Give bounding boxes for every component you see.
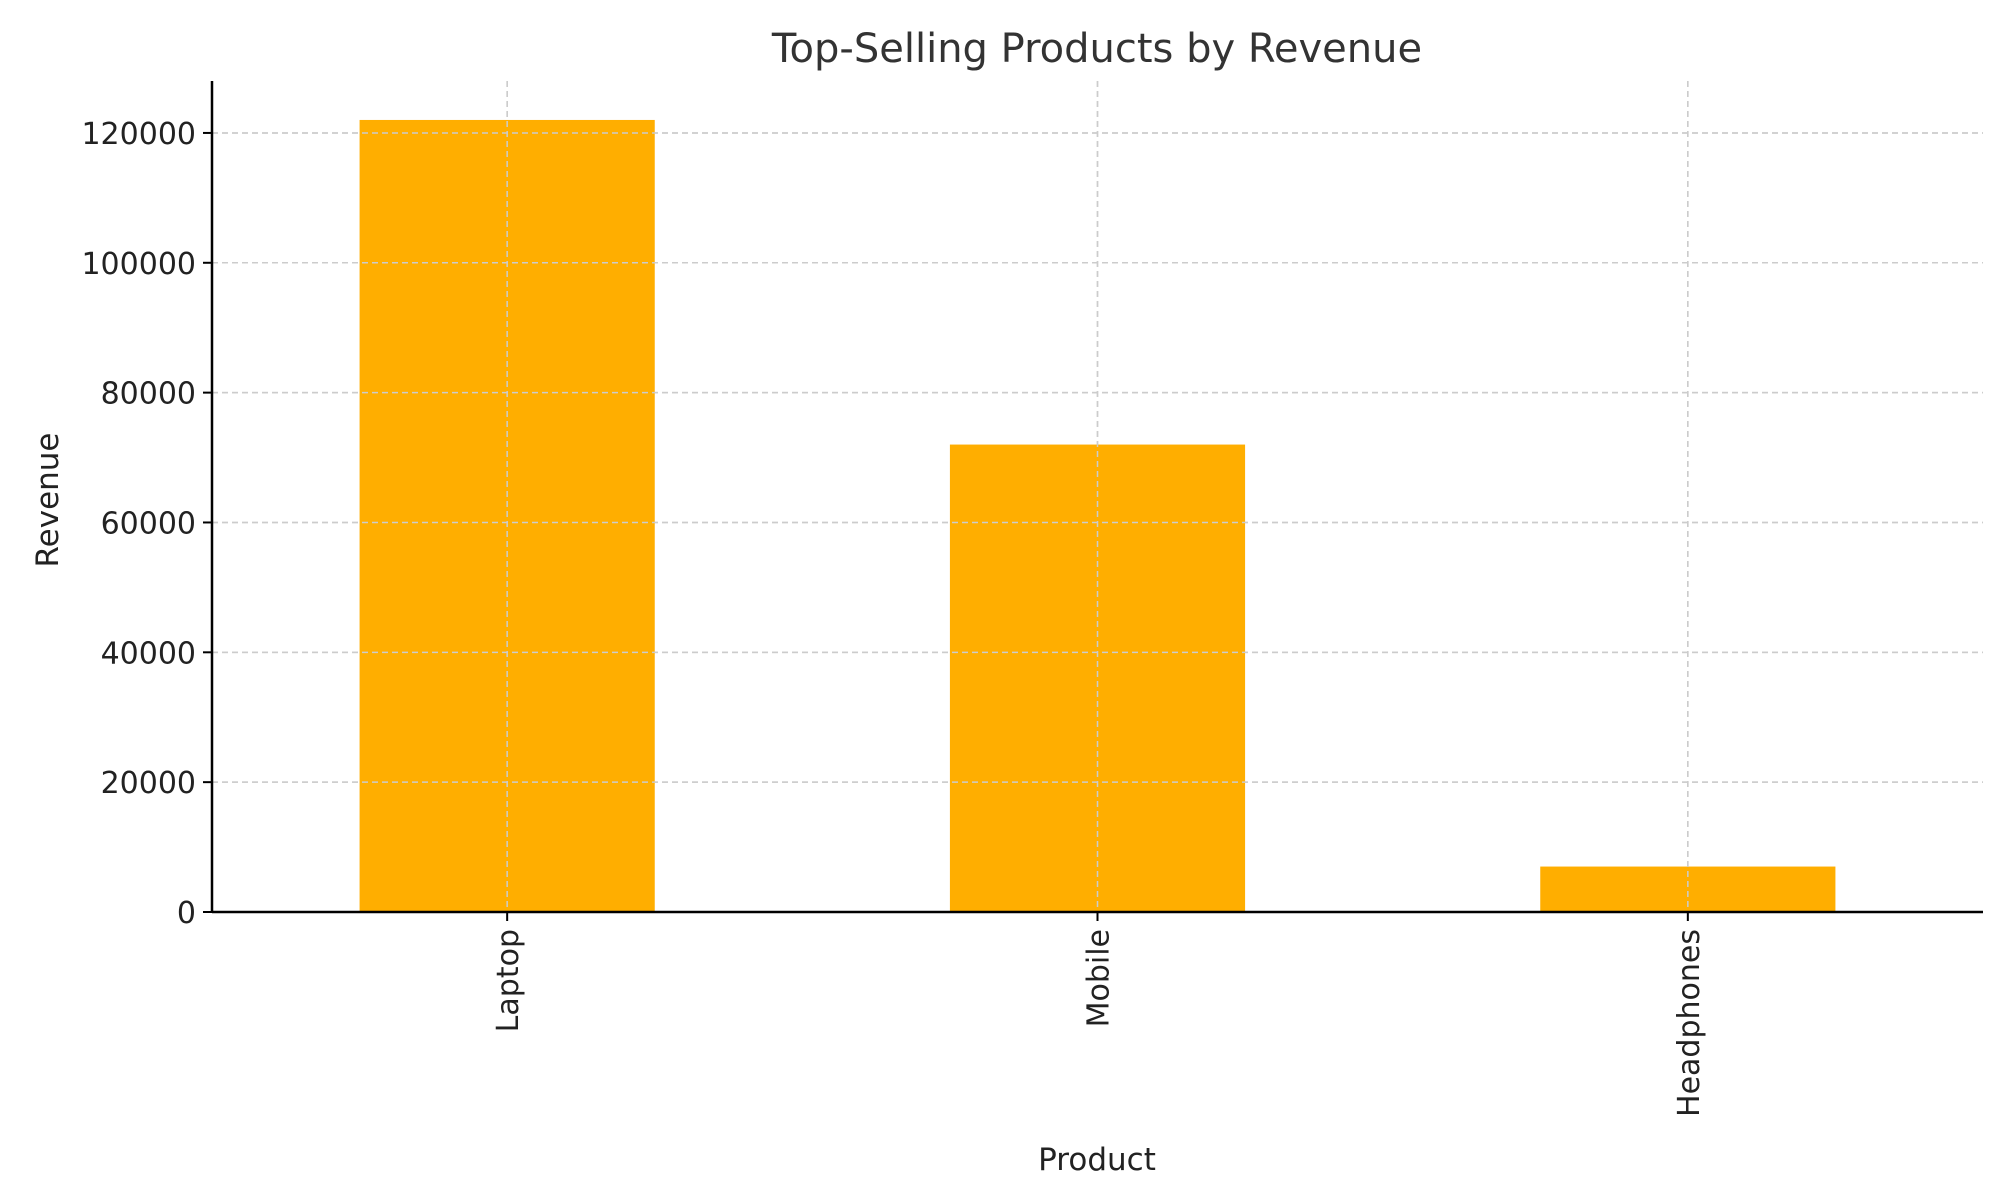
- y-axis-ticks: 0 20000 40000 60000 80000 100000 120000: [81, 117, 212, 931]
- y-tick-label: 80000: [101, 377, 196, 412]
- x-axis-ticks: Laptop Mobile Headphones: [491, 912, 1707, 1117]
- y-tick-label: 100000: [81, 247, 196, 282]
- x-axis-label: Product: [1038, 1142, 1156, 1178]
- y-tick-label: 60000: [101, 506, 196, 541]
- chart-title: Top-Selling Products by Revenue: [771, 26, 1422, 72]
- y-axis-label: Revenue: [30, 432, 66, 567]
- x-tick-label-mobile: Mobile: [1082, 929, 1117, 1027]
- y-tick-label: 40000: [101, 636, 196, 671]
- y-tick-label: 20000: [101, 766, 196, 801]
- y-tick-label: 120000: [81, 117, 196, 152]
- x-tick-label-laptop: Laptop: [491, 929, 526, 1032]
- bars: [212, 81, 1983, 912]
- y-tick-label: 0: [177, 896, 196, 931]
- x-tick-label-headphones: Headphones: [1672, 929, 1707, 1117]
